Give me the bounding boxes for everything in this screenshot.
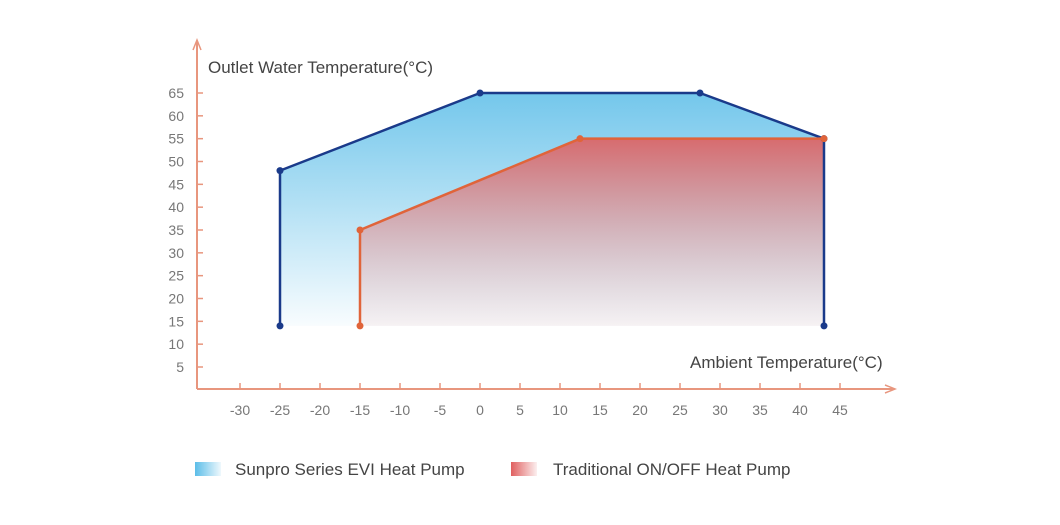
x-tick-label: 45 xyxy=(832,402,848,418)
legend-label-sunpro: Sunpro Series EVI Heat Pump xyxy=(235,460,465,479)
data-point xyxy=(820,322,828,330)
x-axis-arrow-icon xyxy=(884,384,898,394)
x-tick-label: -20 xyxy=(310,402,330,418)
data-point xyxy=(696,89,704,97)
y-tick-label: 50 xyxy=(168,154,184,170)
x-tick-label: 15 xyxy=(592,402,608,418)
y-tick-label: 30 xyxy=(168,245,184,261)
data-point xyxy=(356,322,364,330)
data-point xyxy=(476,89,484,97)
legend-label-traditional: Traditional ON/OFF Heat Pump xyxy=(553,460,790,479)
data-point xyxy=(576,135,584,143)
x-tick-label: -15 xyxy=(350,402,370,418)
data-point xyxy=(820,135,828,143)
y-tick-label: 60 xyxy=(168,108,184,124)
y-axis-label: Outlet Water Temperature(°C) xyxy=(208,58,433,77)
legend-swatch-traditional xyxy=(511,462,537,476)
y-tick-label: 20 xyxy=(168,291,184,307)
data-point xyxy=(276,322,284,330)
y-tick-label: 65 xyxy=(168,85,184,101)
series-line-0 xyxy=(278,91,826,326)
x-tick-label: 30 xyxy=(712,402,728,418)
x-tick-label: 10 xyxy=(552,402,568,418)
x-tick-label: -5 xyxy=(434,402,447,418)
y-tick-label: 10 xyxy=(168,336,184,352)
x-tick-label: 20 xyxy=(632,402,648,418)
data-point xyxy=(276,167,284,175)
x-tick-label: -25 xyxy=(270,402,290,418)
y-tick-label: 25 xyxy=(168,268,184,284)
x-tick-label: 5 xyxy=(516,402,524,418)
y-tick-label: 55 xyxy=(168,131,184,147)
x-axis-label: Ambient Temperature(°C) xyxy=(690,353,883,372)
y-tick-label: 45 xyxy=(168,176,184,192)
x-tick-label: 0 xyxy=(476,402,484,418)
y-tick-label: 15 xyxy=(168,313,184,329)
y-tick-label: 5 xyxy=(176,359,184,375)
data-point xyxy=(356,226,364,234)
series-line-1 xyxy=(358,137,824,326)
x-tick-label: -10 xyxy=(390,402,410,418)
y-tick-label: 40 xyxy=(168,199,184,215)
x-tick-label: 25 xyxy=(672,402,688,418)
x-tick-label: 35 xyxy=(752,402,768,418)
x-tick-label: -30 xyxy=(230,402,250,418)
legend-swatch-sunpro xyxy=(195,462,221,476)
y-axis-arrow-icon xyxy=(192,37,202,51)
area-fill-1 xyxy=(360,138,824,326)
y-tick-label: 35 xyxy=(168,222,184,238)
x-tick-label: 40 xyxy=(792,402,808,418)
legend: Sunpro Series EVI Heat Pump Traditional … xyxy=(195,460,790,479)
